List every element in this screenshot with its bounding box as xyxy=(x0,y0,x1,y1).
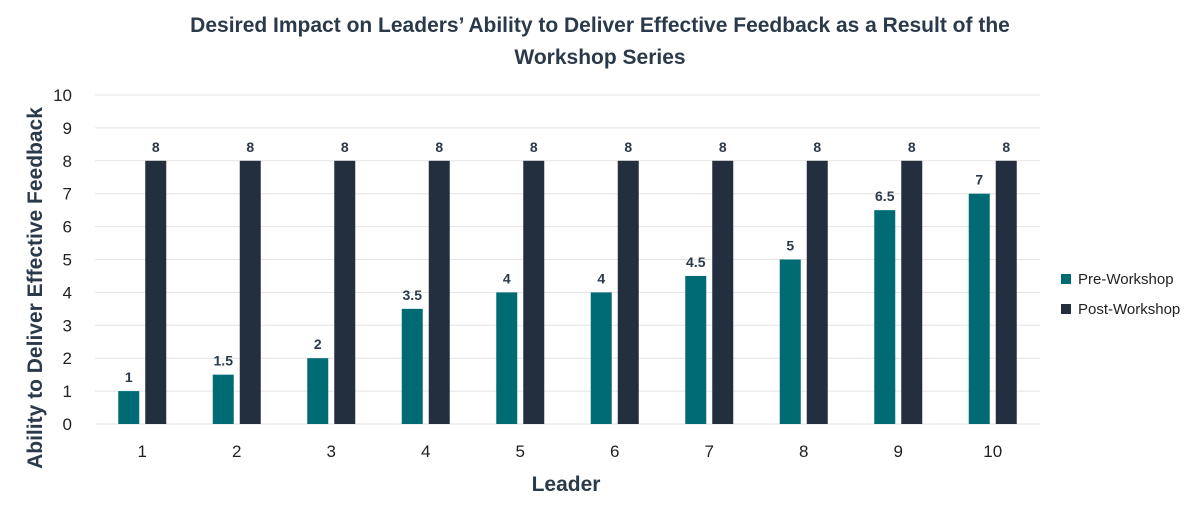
data-labels: 1 8 1.5 8 2 8 3.5 8 4 8 4 8 4.5 8 5 8 6.5 8 7 8 xyxy=(125,139,1011,385)
post-workshop-bar xyxy=(901,160,923,425)
y-tick-label: 5 xyxy=(63,251,72,270)
data-label: 8 xyxy=(1002,139,1010,155)
data-label: 8 xyxy=(530,139,538,155)
data-label: 8 xyxy=(341,139,349,155)
x-axis-title: Leader xyxy=(532,473,601,496)
y-tick-label: 10 xyxy=(53,86,72,105)
pre-workshop-bar xyxy=(685,275,707,424)
pre-workshop-bar xyxy=(496,292,518,424)
data-label: 8 xyxy=(624,139,632,155)
post-workshop-bar xyxy=(239,160,261,425)
x-tick-label: 1 xyxy=(138,442,147,461)
x-tick-label: 9 xyxy=(894,442,903,461)
post-workshop-bar xyxy=(145,160,167,425)
y-tick-label: 4 xyxy=(63,283,72,302)
data-label: 8 xyxy=(908,139,916,155)
data-label: 8 xyxy=(246,139,254,155)
post-workshop-bar xyxy=(995,160,1017,425)
data-label: 4 xyxy=(503,270,511,286)
y-tick-label: 7 xyxy=(63,185,72,204)
y-tick-label: 3 xyxy=(63,316,72,335)
chart-title-line-1: Desired Impact on Leaders’ Ability to De… xyxy=(190,14,1010,37)
y-axis-title: Ability to Deliver Effective Feedback xyxy=(24,107,47,469)
gridlines xyxy=(95,94,1040,425)
pre-workshop-bar xyxy=(307,358,329,424)
data-label: 5 xyxy=(786,238,794,254)
y-tick-label: 8 xyxy=(63,152,72,171)
data-label: 8 xyxy=(152,139,160,155)
legend-label: Pre-Workshop xyxy=(1078,271,1174,288)
x-tick-label: 4 xyxy=(421,442,430,461)
x-tick-label: 2 xyxy=(232,442,241,461)
pre-workshop-bar xyxy=(590,292,612,424)
post-workshop-bar xyxy=(806,160,828,425)
data-label: 7 xyxy=(975,172,983,188)
chart-title-line-2: Workshop Series xyxy=(514,46,685,69)
y-tick-label: 0 xyxy=(63,415,72,434)
data-label: 4 xyxy=(597,270,605,286)
x-tick-label: 7 xyxy=(705,442,714,461)
legend-swatch xyxy=(1061,304,1071,314)
data-label: 3.5 xyxy=(403,287,423,303)
pre-workshop-bar xyxy=(401,308,423,424)
x-tick-label: 10 xyxy=(983,442,1002,461)
x-tick-label: 8 xyxy=(799,442,808,461)
y-axis-ticks: 0 1 2 3 4 5 6 7 8 9 10 xyxy=(53,86,72,434)
post-workshop-bar xyxy=(712,160,734,425)
y-tick-label: 6 xyxy=(63,218,72,237)
post-workshop-bar xyxy=(334,160,356,425)
pre-workshop-bar xyxy=(874,210,896,424)
data-label: 2 xyxy=(314,336,322,352)
data-label: 6.5 xyxy=(875,188,895,204)
y-tick-label: 1 xyxy=(63,382,72,401)
x-tick-label: 6 xyxy=(610,442,619,461)
data-label: 8 xyxy=(719,139,727,155)
pre-workshop-bar xyxy=(118,391,140,424)
x-tick-label: 3 xyxy=(327,442,336,461)
pre-workshop-bar xyxy=(212,374,234,424)
post-workshop-bar xyxy=(428,160,450,425)
pre-workshop-bar xyxy=(968,193,990,424)
data-label: 8 xyxy=(435,139,443,155)
data-label: 1.5 xyxy=(214,353,234,369)
data-label: 4.5 xyxy=(686,254,706,270)
bars xyxy=(118,160,1017,425)
x-axis-ticks: 1 2 3 4 5 6 7 8 9 10 xyxy=(138,442,1003,461)
y-tick-label: 9 xyxy=(63,119,72,138)
legend: Pre-Workshop Post-Workshop xyxy=(1061,271,1180,318)
post-workshop-bar xyxy=(523,160,545,425)
legend-swatch xyxy=(1061,274,1071,284)
x-tick-label: 5 xyxy=(516,442,525,461)
y-tick-label: 2 xyxy=(63,349,72,368)
post-workshop-bar xyxy=(617,160,639,425)
pre-workshop-bar xyxy=(779,259,801,424)
legend-label: Post-Workshop xyxy=(1078,301,1180,318)
data-label: 8 xyxy=(813,139,821,155)
data-label: 1 xyxy=(125,369,133,385)
